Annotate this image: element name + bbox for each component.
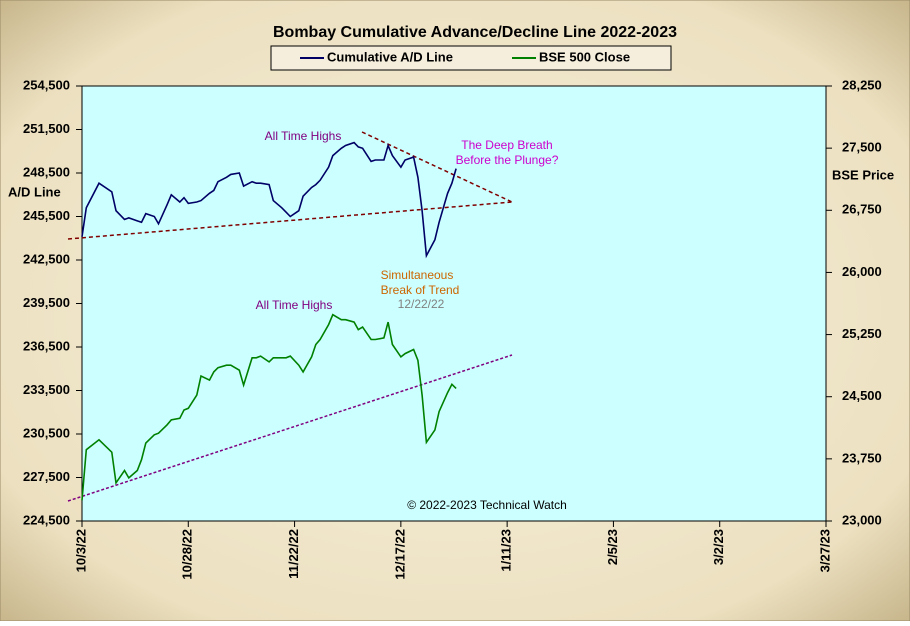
legend bbox=[270, 45, 672, 71]
y2-tick-label: 23,750 bbox=[842, 450, 882, 465]
y2-tick-label: 23,000 bbox=[842, 512, 882, 527]
y2-tick-label: 27,500 bbox=[842, 140, 882, 155]
annotation: The Deep Breath bbox=[461, 138, 552, 152]
series-line bbox=[81, 313, 457, 501]
x-tick-label: 2/5/23 bbox=[605, 529, 620, 565]
x-tick-label: 12/17/22 bbox=[392, 529, 407, 580]
y2-tick-label: 26,750 bbox=[842, 202, 882, 217]
legend-label: Cumulative A/D Line bbox=[327, 49, 453, 64]
trend-line bbox=[67, 201, 513, 240]
annotation: All Time Highs bbox=[256, 298, 333, 312]
annotation: Break of Trend bbox=[381, 283, 460, 297]
x-tick-label: 3/27/23 bbox=[817, 529, 832, 572]
x-tick-label: 10/28/22 bbox=[180, 529, 195, 580]
plot-area bbox=[81, 85, 827, 522]
annotation: All Time Highs bbox=[265, 129, 342, 143]
y-tick-label: 224,500 bbox=[23, 512, 70, 527]
legend-label: BSE 500 Close bbox=[539, 49, 630, 64]
copyright: © 2022-2023 Technical Watch bbox=[407, 498, 567, 512]
annotation: Simultaneous bbox=[381, 268, 454, 282]
trend-line bbox=[67, 354, 513, 502]
y-tick-label: 248,500 bbox=[23, 164, 70, 179]
y2-tick-label: 28,250 bbox=[842, 77, 882, 92]
x-tick-label: 10/3/22 bbox=[73, 529, 88, 572]
y-tick-label: 239,500 bbox=[23, 295, 70, 310]
y-tick-label: 236,500 bbox=[23, 338, 70, 353]
y2-tick-label: 25,250 bbox=[842, 326, 882, 341]
series-line bbox=[81, 141, 457, 259]
y-tick-label: 251,500 bbox=[23, 121, 70, 136]
y-tick-label: 245,500 bbox=[23, 208, 70, 223]
x-tick-label: 11/22/22 bbox=[286, 529, 301, 579]
y-tick-label: 233,500 bbox=[23, 382, 70, 397]
y-tick-label: 254,500 bbox=[23, 77, 70, 92]
y2-axis-label: BSE Price bbox=[832, 167, 894, 182]
y2-tick-label: 26,000 bbox=[842, 264, 882, 279]
y-tick-label: 230,500 bbox=[23, 425, 70, 440]
chart-title: Bombay Cumulative Advance/Decline Line 2… bbox=[273, 24, 677, 41]
x-tick-label: 3/2/23 bbox=[711, 529, 726, 565]
annotation: 12/22/22 bbox=[398, 297, 445, 311]
x-tick-label: 1/11/23 bbox=[499, 529, 514, 572]
y-axis-label: A/D Line bbox=[8, 184, 61, 199]
y2-tick-label: 24,500 bbox=[842, 388, 882, 403]
y-tick-label: 227,500 bbox=[23, 469, 70, 484]
y-tick-label: 242,500 bbox=[23, 251, 70, 266]
annotation: Before the Plunge? bbox=[456, 153, 559, 167]
